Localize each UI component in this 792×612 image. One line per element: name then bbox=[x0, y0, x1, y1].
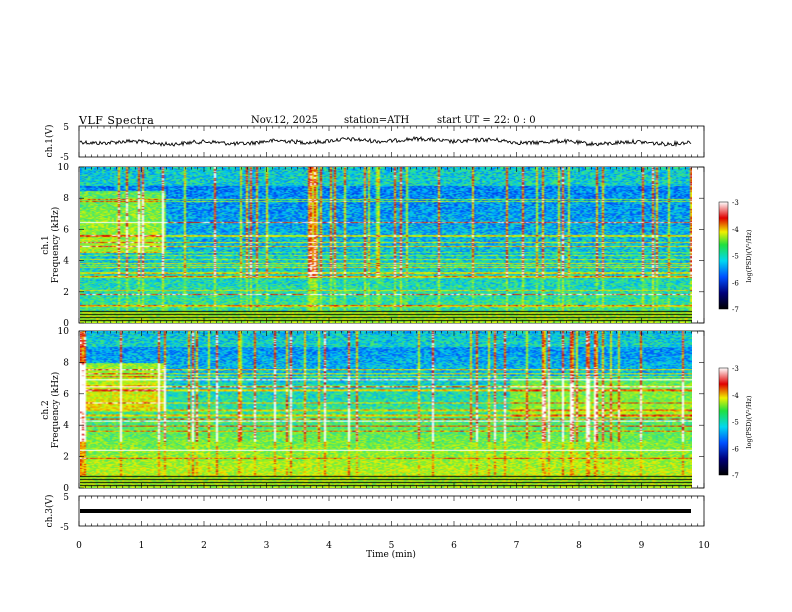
time-tick-label: 10 bbox=[698, 541, 710, 551]
ch1-frequency-ylabel: Frequency (kHz) bbox=[50, 207, 61, 284]
frequency-tick-label: 4 bbox=[63, 421, 69, 431]
ch2-frequency-tick-labels: 0 2 4 6 8 10 bbox=[58, 327, 704, 494]
colorbar-tick-label: -3 bbox=[732, 365, 739, 373]
chart-title: VLF Spectra bbox=[79, 114, 155, 127]
ch3-waveform-panel: 5 -5 ch.3(V) bbox=[44, 493, 705, 533]
ch1-ytick-top: 5 bbox=[63, 123, 69, 133]
ch1-spectrogram-image bbox=[80, 167, 692, 323]
ch1-colorbar-label: log(PSD)(V²/Hz) bbox=[745, 229, 753, 282]
station-label: station=ATH bbox=[344, 115, 410, 126]
recording-date: Nov.12, 2025 bbox=[251, 115, 318, 126]
time-tick-label: 4 bbox=[326, 541, 332, 551]
colorbar-tick-label: -7 bbox=[732, 306, 739, 314]
ch2-colorbar-tick-labels: -3 -4 -5 -6 -7 bbox=[732, 365, 739, 480]
ch3-ytick-top: 5 bbox=[63, 493, 69, 503]
time-axis-label: Time (min) bbox=[366, 549, 416, 560]
ch1-spectrogram-ticks bbox=[78, 167, 705, 323]
ch1-channel-label: ch.1 bbox=[41, 235, 51, 254]
colorbar-tick-label: -4 bbox=[732, 226, 739, 234]
colorbar-tick-label: -6 bbox=[732, 279, 739, 287]
time-tick-label: 2 bbox=[201, 541, 207, 551]
frequency-tick-label: 6 bbox=[63, 225, 69, 235]
ch1-frequency-tick-labels: 0 2 4 6 8 10 bbox=[58, 163, 704, 329]
ch2-colorbar bbox=[718, 367, 729, 476]
frequency-tick-label: 2 bbox=[63, 453, 69, 463]
ch1-colorbar-tick-labels: -3 -4 -5 -6 -7 bbox=[732, 199, 739, 314]
time-tick-label: 0 bbox=[76, 541, 82, 551]
ch2-spectrogram-ticks bbox=[78, 331, 705, 488]
ch1-ytick-bottom: -5 bbox=[60, 153, 69, 163]
start-time-label: start UT = 22: 0 : 0 bbox=[437, 115, 536, 126]
frequency-tick-label: 10 bbox=[58, 163, 70, 173]
colorbar-tick-label: -5 bbox=[732, 419, 739, 427]
ch1-waveform-panel: 5 -5 ch.1(V) bbox=[44, 123, 705, 163]
colorbar-tick-label: -4 bbox=[732, 392, 739, 400]
ch3-waveform-x-ticks bbox=[78, 496, 705, 526]
frequency-tick-label: 0 bbox=[63, 484, 69, 494]
ch2-channel-label: ch.2 bbox=[41, 400, 51, 419]
colorbar-tick-label: -3 bbox=[732, 199, 739, 207]
ch3-ytick-bottom: -5 bbox=[60, 523, 69, 533]
time-tick-label: 9 bbox=[639, 541, 645, 551]
frequency-tick-label: 10 bbox=[58, 327, 70, 337]
frequency-tick-label: 4 bbox=[63, 257, 69, 267]
time-tick-label: 5 bbox=[389, 541, 395, 551]
ch2-colorbar-label: log(PSD)(V²/Hz) bbox=[745, 395, 753, 448]
frequency-tick-label: 0 bbox=[63, 319, 69, 329]
ch2-frequency-ylabel: Frequency (kHz) bbox=[50, 372, 61, 449]
time-tick-label: 1 bbox=[139, 541, 145, 551]
time-tick-label: 6 bbox=[451, 541, 457, 551]
ch1-colorbar bbox=[718, 201, 729, 310]
colorbar-tick-label: -7 bbox=[732, 472, 739, 480]
frequency-tick-label: 6 bbox=[63, 390, 69, 400]
ch2-spectrogram-image bbox=[80, 331, 692, 488]
colorbar-tick-label: -5 bbox=[732, 253, 739, 261]
frequency-tick-label: 8 bbox=[63, 358, 69, 368]
colorbar-tick-label: -6 bbox=[732, 445, 739, 453]
frequency-tick-label: 2 bbox=[63, 288, 69, 298]
ch1-waveform-x-ticks bbox=[78, 126, 705, 157]
time-tick-label: 3 bbox=[264, 541, 270, 551]
ch1-waveform-ylabel: ch.1(V) bbox=[44, 125, 55, 158]
time-tick-label: 8 bbox=[576, 541, 582, 551]
ch1-waveform-trace bbox=[79, 135, 692, 148]
time-axis-tick-labels: 0 1 2 3 4 5 6 7 8 9 10 bbox=[76, 541, 710, 551]
time-tick-label: 7 bbox=[514, 541, 520, 551]
ch3-waveform-ylabel: ch.3(V) bbox=[44, 495, 55, 528]
frequency-tick-label: 8 bbox=[63, 194, 69, 204]
